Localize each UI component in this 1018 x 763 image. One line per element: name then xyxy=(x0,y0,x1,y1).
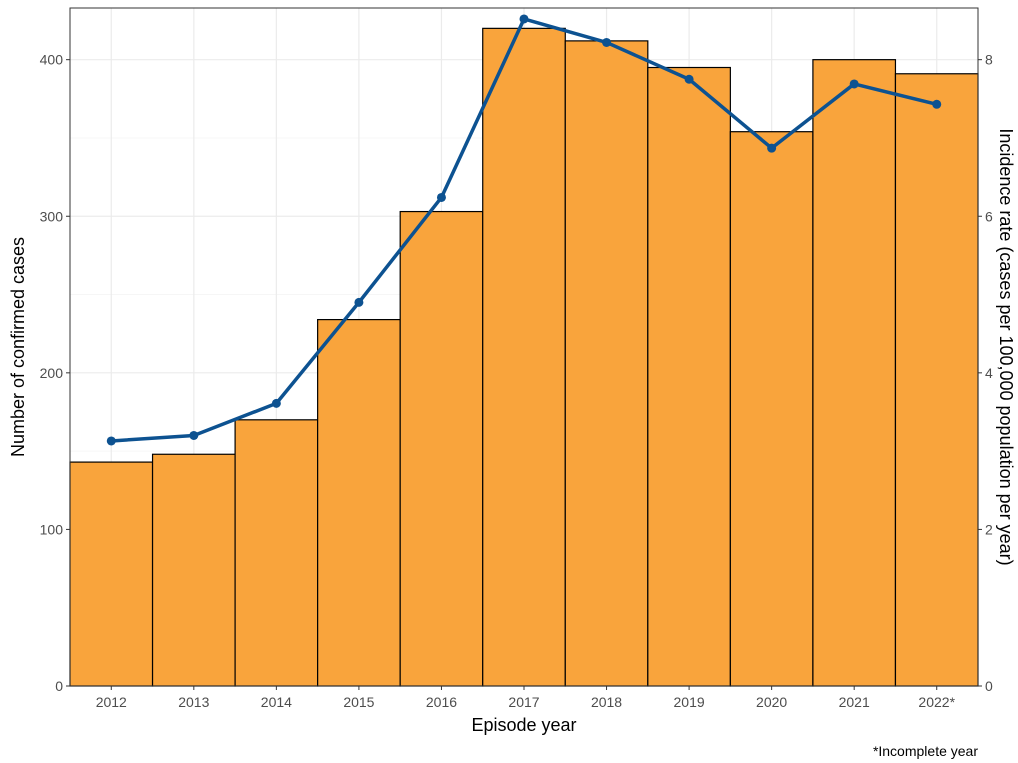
bar-2018 xyxy=(564,40,649,687)
incidence-point-2019 xyxy=(684,74,694,84)
bar-2016 xyxy=(399,210,484,687)
x-tick-label: 2021 xyxy=(839,694,870,710)
bar-2017 xyxy=(482,27,566,687)
incidence-point-2021 xyxy=(849,79,859,89)
incidence-point-2018 xyxy=(602,37,612,47)
x-tick-label: 2018 xyxy=(591,694,622,710)
y-tick-label: 400 xyxy=(40,52,64,68)
bar-2014 xyxy=(234,419,319,687)
incidence-point-2020 xyxy=(767,143,777,153)
x-tick-label: 2015 xyxy=(343,694,374,710)
bar-2013 xyxy=(151,453,236,687)
y-tick-label: 200 xyxy=(40,365,64,381)
caption-note: *Incomplete year xyxy=(873,743,978,759)
x-tick-label: 2017 xyxy=(508,694,539,710)
y-axis-title: Number of confirmed cases xyxy=(8,237,28,457)
incidence-point-2013 xyxy=(189,430,199,440)
bar-2012 xyxy=(69,461,154,687)
y2-tick-label: 4 xyxy=(985,365,993,381)
x-tick-label: 2014 xyxy=(261,694,292,710)
axis-layer: 0 100 200 300 400 0 2 4 6 8 2012 2013 2014 2015 2016 20… xyxy=(40,52,993,710)
bar-2021 xyxy=(812,59,897,687)
y2-tick-label: 2 xyxy=(985,521,993,537)
y-tick-label: 300 xyxy=(40,208,64,224)
incidence-point-2015 xyxy=(354,297,364,307)
bar-2015 xyxy=(317,318,401,687)
x-tick-label: 2019 xyxy=(674,694,705,710)
y2-tick-label: 8 xyxy=(985,52,993,68)
x-tick-label: 2020 xyxy=(756,694,787,710)
incidence-point-2012 xyxy=(106,436,116,446)
y-tick-label: 0 xyxy=(55,678,63,694)
line-layer xyxy=(106,14,942,446)
x-tick-label: 2022* xyxy=(918,694,955,710)
y2-axis-title: Incidence rate (cases per 100,000 popula… xyxy=(996,128,1016,565)
bar-layer xyxy=(69,27,979,687)
incidence-point-2014 xyxy=(271,398,281,408)
bar-2020 xyxy=(729,131,814,687)
x-tick-label: 2016 xyxy=(426,694,457,710)
x-tick-label: 2013 xyxy=(178,694,209,710)
y2-tick-label: 6 xyxy=(985,208,993,224)
incidence-point-2016 xyxy=(436,192,446,202)
bar-2019 xyxy=(647,66,731,687)
bar-2022 xyxy=(894,73,979,687)
y2-tick-label: 0 xyxy=(985,678,993,694)
incidence-point-2022 xyxy=(932,99,942,109)
x-tick-label: 2012 xyxy=(96,694,127,710)
incidence-point-2017 xyxy=(519,14,529,24)
y-tick-label: 100 xyxy=(40,521,64,537)
x-axis-title: Episode year xyxy=(471,715,576,735)
